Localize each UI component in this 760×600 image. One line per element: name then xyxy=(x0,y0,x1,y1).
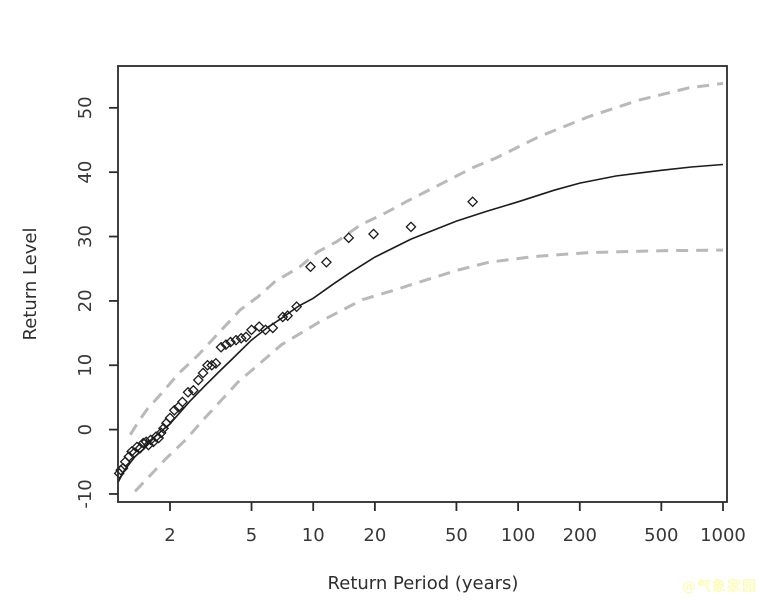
upper-confidence-band xyxy=(129,81,724,436)
x-tick-label: 100 xyxy=(501,525,535,546)
y-tick-label: 50 xyxy=(75,96,96,119)
data-point-diamond xyxy=(168,404,180,416)
data-point-diamond xyxy=(246,324,258,336)
x-tick-label: 200 xyxy=(563,525,597,546)
watermark: @气象家园 xyxy=(682,579,757,595)
data-point-diamond xyxy=(320,256,332,268)
data-point-diamond xyxy=(240,331,252,343)
lower-confidence-band xyxy=(133,248,724,493)
x-tick-label: 50 xyxy=(445,525,468,546)
data-point-diamond xyxy=(291,301,303,313)
data-point-diamond xyxy=(282,310,294,322)
y-axis-title: Return Level xyxy=(20,228,41,341)
data-point-diamond xyxy=(192,374,204,386)
data-point-diamond xyxy=(202,359,214,371)
confidence-bands xyxy=(129,81,724,493)
y-axis-ticks: -10 0 10 20 30 40 50 xyxy=(75,96,118,509)
data-point-diamond xyxy=(134,442,146,454)
data-point-diamond xyxy=(230,334,242,346)
data-point-diamond xyxy=(210,357,222,369)
data-point-diamond xyxy=(182,386,194,398)
x-tick-label: 5 xyxy=(246,525,257,546)
data-points xyxy=(113,196,479,479)
x-tick-label: 1000 xyxy=(700,525,746,546)
x-tick-label: 10 xyxy=(302,525,325,546)
data-point-diamond xyxy=(405,221,417,233)
data-point-diamond xyxy=(117,462,129,474)
return-level-curve xyxy=(117,163,724,483)
data-point-diamond xyxy=(164,412,176,424)
data-point-diamond xyxy=(253,321,265,333)
data-point-diamond xyxy=(235,332,247,344)
data-point-diamond xyxy=(368,228,380,240)
y-tick-label: 0 xyxy=(75,424,96,435)
data-point-diamond xyxy=(215,341,227,353)
x-tick-label: 2 xyxy=(164,525,175,546)
data-point-diamond xyxy=(155,427,167,439)
data-point-diamond xyxy=(277,311,289,323)
y-tick-label: 40 xyxy=(75,161,96,184)
x-axis-title: Return Period (years) xyxy=(328,573,519,594)
data-point-diamond xyxy=(137,437,149,449)
data-point-diamond xyxy=(197,367,209,379)
data-point-diamond xyxy=(343,232,355,244)
data-point-diamond xyxy=(206,359,218,371)
x-axis-ticks: 2 5 10 20 50 100 200 500 1000 xyxy=(164,502,746,546)
plot-border xyxy=(117,65,728,503)
data-point-diamond xyxy=(467,196,479,208)
data-point-diamond xyxy=(140,436,152,448)
data-point-diamond xyxy=(304,261,317,273)
data-point-diamond xyxy=(267,322,279,334)
y-tick-label: 30 xyxy=(75,225,96,248)
data-point-diamond xyxy=(187,384,199,396)
y-tick-label: -10 xyxy=(75,479,96,508)
data-point-diamond xyxy=(220,339,232,351)
x-tick-label: 20 xyxy=(363,525,386,546)
y-tick-label: 20 xyxy=(75,289,96,312)
data-point-diamond xyxy=(176,396,188,408)
x-tick-label: 500 xyxy=(644,525,678,546)
data-point-diamond xyxy=(225,336,237,348)
y-tick-label: 10 xyxy=(75,354,96,377)
